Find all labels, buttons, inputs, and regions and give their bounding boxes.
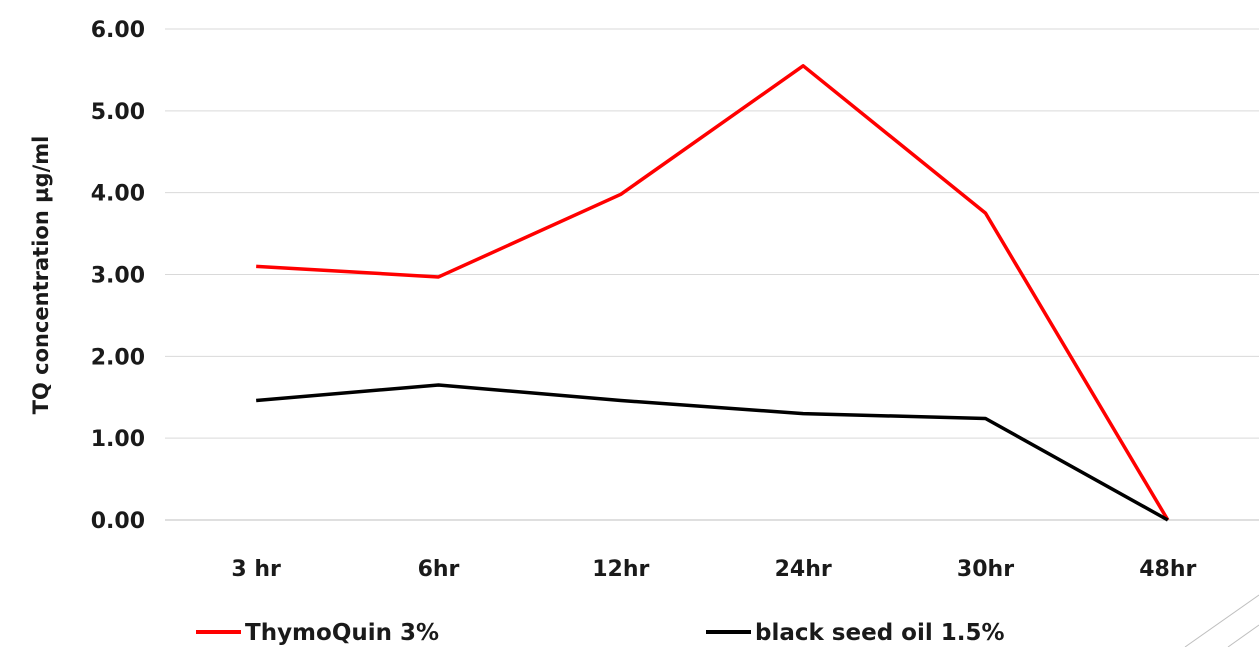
x-tick-label: 3 hr	[231, 557, 281, 582]
y-tick-label: 0.00	[91, 509, 145, 534]
slide-corner-decoration	[1184, 594, 1259, 647]
x-tick-label: 6hr	[418, 557, 460, 582]
series-line-1	[256, 64, 1170, 521]
gridlines	[165, 28, 1259, 521]
y-tick-label: 6.00	[91, 18, 145, 43]
y-tick-label: 5.00	[91, 100, 145, 125]
y-axis-ticks: 0.00 1.00 2.00 3.00 4.00 5.00 6.00	[91, 18, 145, 534]
y-tick-label: 2.00	[91, 345, 145, 370]
legend: ThymoQuin 3% black seed oil 1.5%	[196, 620, 1005, 646]
series-line-2	[256, 383, 1169, 522]
y-axis-label: TQ concentration µg/ml	[29, 136, 53, 415]
series-lines	[256, 64, 1170, 522]
y-tick-label: 4.00	[91, 182, 145, 207]
x-tick-label: 48hr	[1139, 557, 1196, 582]
legend-label: ThymoQuin 3%	[245, 620, 439, 646]
x-tick-label: 30hr	[957, 557, 1014, 582]
y-tick-label: 1.00	[91, 427, 145, 452]
x-axis-ticks: 3 hr 6hr 12hr 24hr 30hr 48hr	[231, 557, 1196, 582]
legend-label: black seed oil 1.5%	[755, 620, 1005, 646]
y-tick-label: 3.00	[91, 264, 145, 289]
x-tick-label: 12hr	[592, 557, 649, 582]
x-tick-label: 24hr	[775, 557, 832, 582]
